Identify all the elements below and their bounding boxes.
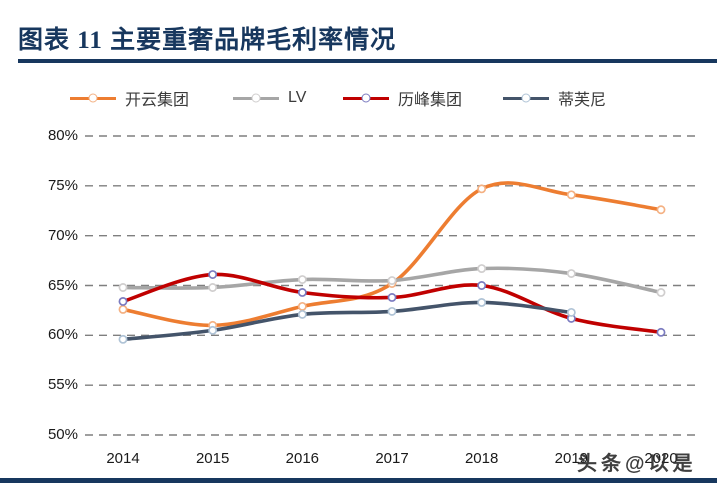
y-axis-label: 55% [47,376,78,394]
legend-swatch-kering [70,93,116,103]
series-marker-kering [477,184,487,194]
series-marker-tiffany [208,325,218,335]
legend-swatch-tiffany [503,93,549,103]
y-axis-label: 65% [47,276,78,294]
legend-item-richemont: 历峰集团 [343,88,463,109]
legend-label-richemont: 历峰集团 [398,92,463,109]
legend-swatch-lv [233,93,279,103]
chart-title: 图表 11 主要重奢品牌毛利率情况 [18,27,397,54]
series-marker-tiffany [118,334,128,344]
series-marker-lv [118,283,128,292]
x-axis-label: 2020 [644,450,678,467]
series-marker-tiffany [477,297,487,307]
legend-label-lv: LV [288,89,307,106]
legend-item-tiffany: 蒂芙尼 [503,88,607,109]
series-marker-richemont [297,288,307,297]
series-marker-kering [566,190,576,200]
x-axis-label: 2014 [106,450,140,467]
series-marker-lv [387,276,397,285]
series-marker-lv [656,288,666,297]
series-marker-tiffany [566,307,576,317]
y-axis-label: 60% [47,326,78,344]
series-marker-richemont [387,293,397,302]
watermark-text: 头条@以是 [577,453,697,475]
title-underline [18,59,717,63]
x-axis-label: 2015 [195,450,230,467]
series-marker-lv [566,269,576,278]
x-axis-label: 2018 [464,450,499,467]
series-marker-kering [297,301,307,311]
series-marker-richemont [208,270,218,279]
y-axis-label: 70% [47,226,78,244]
series-marker-lv [208,283,218,292]
series-marker-tiffany [387,306,397,316]
legend-marker-tiffany [521,93,531,103]
y-axis-label: 80% [47,127,78,144]
series-marker-lv [477,264,487,274]
legend-label-tiffany: 蒂芙尼 [558,92,607,109]
series-marker-lv [297,275,307,284]
series-marker-kering [656,205,666,215]
x-axis-label: 2019 [554,450,589,467]
series-line-kering [121,181,663,328]
bottom-border [0,478,717,483]
legend-marker-lv [251,93,261,103]
series-marker-richemont [118,296,128,306]
y-axis-label: 75% [47,176,78,194]
legend-marker-kering [88,93,98,103]
legend-marker-richemont [361,93,371,103]
legend-item-kering: 开云集团 [70,88,190,109]
legend-label-kering: 开云集团 [125,92,190,109]
series-marker-richemont [477,281,487,290]
series-marker-richemont [656,327,666,337]
x-axis-label: 2016 [285,450,320,467]
series-marker-kering [118,304,128,314]
series-marker-tiffany [297,309,307,319]
x-axis-label: 2017 [375,450,409,467]
y-axis-label: 50% [47,426,78,443]
legend-item-lv: LV [233,88,306,108]
legend-swatch-richemont [343,93,389,103]
series-line-tiffany [121,300,574,342]
